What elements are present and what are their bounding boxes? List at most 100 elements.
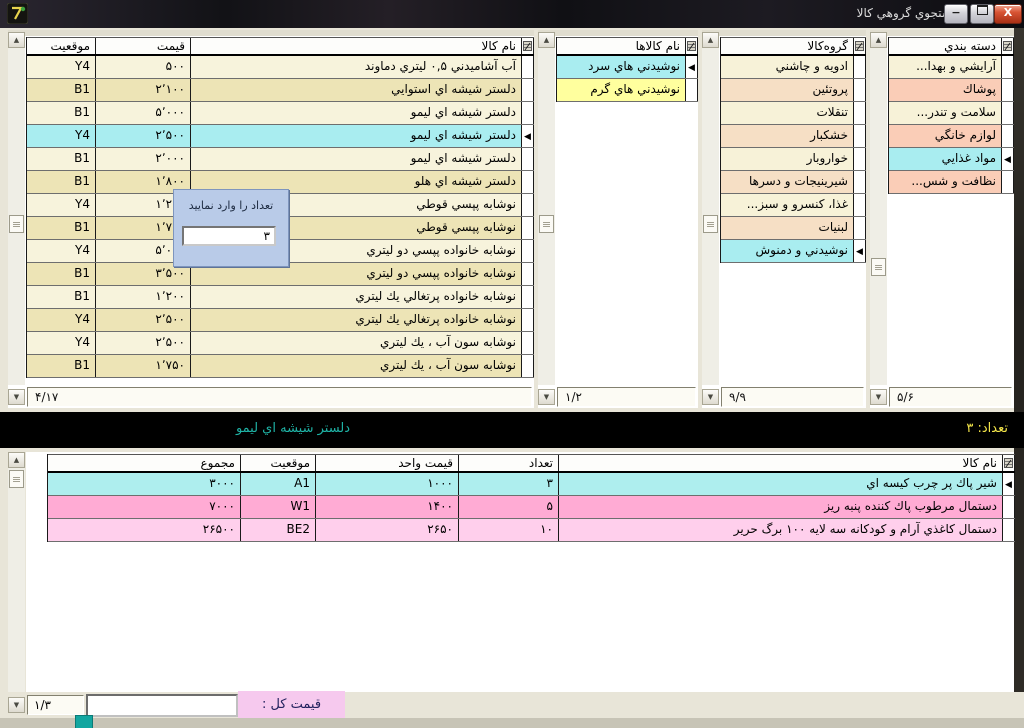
- row-selector[interactable]: ◀: [854, 171, 866, 193]
- row-selector[interactable]: ◀: [1003, 519, 1015, 541]
- column-header-product-name[interactable]: نام كالا: [559, 455, 1003, 471]
- category-row[interactable]: آرايشي و بهدا... ◀: [889, 56, 1014, 79]
- row-selector[interactable]: ◀: [854, 125, 866, 147]
- row-selector[interactable]: ◀: [522, 217, 534, 239]
- group-row[interactable]: خواروبار ◀: [721, 148, 866, 171]
- column-header-group[interactable]: گروه‌كالا: [721, 38, 854, 54]
- row-selector[interactable]: ◀: [854, 148, 866, 170]
- product-row[interactable]: Y4 ۲٬۵۰۰ نوشابه خانواده پرتغالي يك ليتري…: [27, 309, 534, 332]
- product-row[interactable]: Y4 ۲٬۵۰۰ نوشابه سون آب ، يك ليتري ◀: [27, 332, 534, 355]
- category-row[interactable]: سلامت و تندر... ◀: [889, 102, 1014, 125]
- scrollbar-thumb[interactable]: [703, 215, 718, 233]
- product-row[interactable]: B1 ۱٬۸۰۰ دلستر شيشه اي هلو ◀: [27, 171, 534, 194]
- row-selector[interactable]: ◀: [854, 56, 866, 78]
- group-row[interactable]: لبنيات ◀: [721, 217, 866, 240]
- scrollbar-thumb[interactable]: [9, 215, 24, 233]
- close-button[interactable]: X: [994, 4, 1022, 24]
- row-selector[interactable]: ◀: [854, 240, 866, 262]
- categories-scrollbar[interactable]: ▲: [870, 32, 887, 385]
- minimize-button[interactable]: −: [944, 4, 968, 24]
- row-selector[interactable]: ◀: [522, 171, 534, 193]
- row-selector[interactable]: ◀: [854, 102, 866, 124]
- row-selector[interactable]: ◀: [522, 263, 534, 285]
- names-scrollbar[interactable]: ▲: [538, 32, 555, 385]
- row-selector[interactable]: ◀: [522, 102, 534, 124]
- product-row[interactable]: B1 ۱٬۷۵۰ نوشابه سون آب ، يك ليتري ◀: [27, 355, 534, 378]
- row-selector[interactable]: ◀: [1003, 473, 1015, 495]
- scroll-down-button[interactable]: ▼: [538, 389, 555, 405]
- row-selector[interactable]: ◀: [1002, 171, 1014, 193]
- row-selector[interactable]: ◀: [1002, 148, 1014, 170]
- column-header-price[interactable]: قيمت: [96, 38, 191, 54]
- group-row[interactable]: شيرينيجات و دسرها ◀: [721, 171, 866, 194]
- row-selector[interactable]: ◀: [522, 309, 534, 331]
- scroll-up-button[interactable]: ▲: [702, 32, 719, 48]
- column-header-total[interactable]: مجموع: [48, 455, 241, 471]
- row-selector[interactable]: ◀: [522, 240, 534, 262]
- column-header-quantity[interactable]: تعداد: [459, 455, 559, 471]
- group-row[interactable]: ادويه و چاشني ◀: [721, 56, 866, 79]
- groups-scrollbar[interactable]: ▲: [702, 32, 719, 385]
- row-selector[interactable]: ◀: [854, 194, 866, 216]
- row-selector[interactable]: ◀: [522, 355, 534, 377]
- row-selector[interactable]: ◀: [522, 56, 534, 78]
- name-row[interactable]: نوشيدني هاي سرد ◀: [557, 56, 698, 79]
- product-row[interactable]: B1 ۱٬۲۰۰ نوشابه خانواده پرتغالي يك ليتري…: [27, 286, 534, 309]
- row-selector[interactable]: ◀: [522, 286, 534, 308]
- column-header-category[interactable]: دسته بندي: [889, 38, 1002, 54]
- row-selector[interactable]: ◀: [1002, 79, 1014, 101]
- basket-row[interactable]: ۷۰۰۰ W1 ۱۴۰۰ ۵ دستمال مرطوب پاك كننده پن…: [48, 496, 1015, 519]
- row-selector[interactable]: ◀: [1002, 125, 1014, 147]
- scroll-up-button[interactable]: ▲: [8, 452, 25, 468]
- scroll-down-button[interactable]: ▼: [702, 389, 719, 405]
- group-row[interactable]: خشكبار ◀: [721, 125, 866, 148]
- product-row[interactable]: Y4 ۵۰۰ آب آشاميدني ۰,۵ ليتري دماوند ◀: [27, 56, 534, 79]
- basket-scrollbar[interactable]: ▲: [8, 452, 25, 692]
- category-row[interactable]: نظافت و شس... ◀: [889, 171, 1014, 194]
- row-selector[interactable]: ◀: [522, 125, 534, 147]
- basket-row[interactable]: ۲۶۵۰۰ BE2 ۲۶۵۰ ۱۰ دستمال كاغذي آرام و كو…: [48, 519, 1015, 542]
- column-header-product-name[interactable]: نام كالا: [191, 38, 522, 54]
- row-selector[interactable]: ◀: [522, 79, 534, 101]
- scrollbar-thumb[interactable]: [871, 258, 886, 276]
- row-selector[interactable]: ◀: [686, 56, 698, 78]
- basket-row[interactable]: ۳۰۰۰ A1 ۱۰۰۰ ۳ شير پاك پر چرب كيسه اي ◀: [48, 473, 1015, 496]
- scrollbar-thumb[interactable]: [539, 215, 554, 233]
- scroll-up-button[interactable]: ▲: [870, 32, 887, 48]
- row-selector[interactable]: ◀: [522, 332, 534, 354]
- product-row[interactable]: B1 ۳٬۵۰۰ نوشابه خانواده پپسي دو ليتري ◀: [27, 263, 534, 286]
- total-price-input[interactable]: [86, 694, 238, 717]
- group-row[interactable]: تنقلات ◀: [721, 102, 866, 125]
- products-scrollbar[interactable]: ▲: [8, 32, 25, 385]
- column-header-unit-price[interactable]: قيمت واحد: [316, 455, 459, 471]
- row-selector[interactable]: ◀: [1002, 56, 1014, 78]
- group-row[interactable]: غذا، كنسرو و سبز... ◀: [721, 194, 866, 217]
- row-selector[interactable]: ◀: [522, 194, 534, 216]
- row-selector[interactable]: ◀: [522, 148, 534, 170]
- row-selector[interactable]: ◀: [854, 217, 866, 239]
- category-row[interactable]: لوازم خانگي ◀: [889, 125, 1014, 148]
- scrollbar-thumb[interactable]: [9, 470, 24, 488]
- product-row[interactable]: B1 ۵٬۰۰۰ دلستر شيشه اي ليمو ◀: [27, 102, 534, 125]
- row-selector[interactable]: ◀: [1002, 102, 1014, 124]
- group-row[interactable]: نوشيدني و دمنوش ◀: [721, 240, 866, 263]
- scroll-down-button[interactable]: ▼: [870, 389, 887, 405]
- row-selector[interactable]: ◀: [1003, 496, 1015, 518]
- category-row[interactable]: پوشاك ◀: [889, 79, 1014, 102]
- product-row[interactable]: B1 ۲٬۱۰۰ دلستر شيشه اي استوايي ◀: [27, 79, 534, 102]
- scroll-down-button[interactable]: ▼: [8, 389, 25, 405]
- scroll-down-button[interactable]: ▼: [8, 697, 25, 713]
- maximize-button[interactable]: [970, 4, 994, 24]
- row-selector[interactable]: ◀: [854, 79, 866, 101]
- scroll-up-button[interactable]: ▲: [538, 32, 555, 48]
- group-row[interactable]: پروتئين ◀: [721, 79, 866, 102]
- column-header-names[interactable]: نام كالاها: [557, 38, 686, 54]
- product-row[interactable]: Y4 ۲٬۵۰۰ دلستر شيشه اي ليمو ◀: [27, 125, 534, 148]
- scroll-up-button[interactable]: ▲: [8, 32, 25, 48]
- category-row[interactable]: مواد غذايي ◀: [889, 148, 1014, 171]
- product-row[interactable]: B1 ۲٬۰۰۰ دلستر شيشه اي ليمو ◀: [27, 148, 534, 171]
- column-header-position[interactable]: موقعيت: [27, 38, 96, 54]
- name-row[interactable]: نوشيدني هاي گرم ◀: [557, 79, 698, 102]
- column-header-position[interactable]: موقعيت: [241, 455, 316, 471]
- quantity-input[interactable]: [182, 226, 276, 246]
